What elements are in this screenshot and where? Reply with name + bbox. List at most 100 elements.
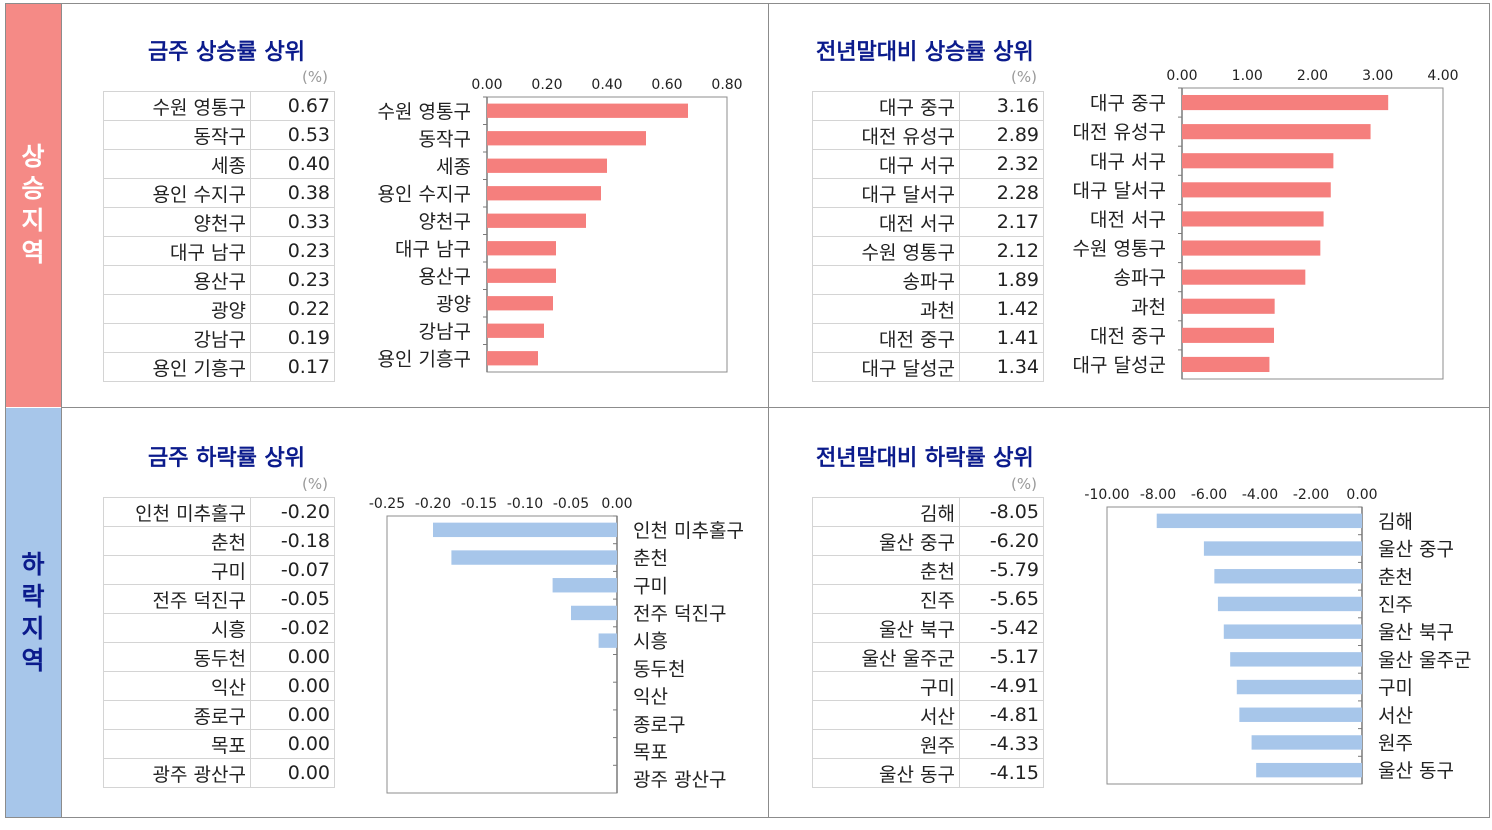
x-tick-label: -0.15	[461, 496, 497, 512]
table-row: 목포 0.00	[103, 729, 335, 759]
category-label: 용산구	[419, 266, 471, 288]
falling-region-label-text: 하락지역	[21, 550, 45, 675]
category-label: 수원 영통구	[378, 101, 471, 123]
horizontal-divider	[61, 407, 1490, 408]
category-label: 구미	[1378, 677, 1413, 699]
category-label: 대전 서구	[1090, 209, 1166, 231]
table-row: 강남구 0.19	[103, 323, 335, 353]
rate-value-cell: -5.65	[959, 584, 1044, 614]
table-row: 익산 0.00	[103, 671, 335, 701]
x-tick-label: 0.00	[1346, 487, 1377, 503]
x-tick-label: -4.00	[1242, 487, 1278, 503]
region-name-cell: 세종	[103, 149, 251, 179]
bar	[487, 158, 607, 173]
rate-value-cell: -5.79	[959, 555, 1044, 585]
bar	[1182, 240, 1321, 256]
rate-value-cell: -4.15	[959, 758, 1044, 788]
bar	[1156, 513, 1362, 529]
rate-value-cell: -5.42	[959, 613, 1044, 643]
x-tick-label: 0.40	[591, 77, 622, 93]
category-label: 진주	[1378, 594, 1413, 616]
region-name-cell: 울산 울주군	[812, 642, 960, 672]
category-label: 익산	[633, 686, 668, 708]
category-label: 울산 북구	[1378, 622, 1454, 644]
table-row: 대구 중구 3.16	[812, 91, 1044, 121]
category-label: 송파구	[1114, 267, 1166, 289]
bar	[1182, 269, 1306, 285]
category-label: 용인 수지구	[378, 183, 471, 205]
bar	[1236, 679, 1362, 695]
category-label: 대구 남구	[395, 238, 471, 260]
x-tick-label: -0.20	[415, 496, 451, 512]
x-tick-label: 2.00	[1297, 68, 1328, 84]
bar	[1223, 624, 1362, 639]
bar	[1182, 182, 1331, 198]
rate-value-cell: -0.05	[250, 584, 335, 614]
ytd-up-title: 전년말대비 상승률 상위	[816, 40, 1034, 65]
x-tick-label: -0.10	[507, 496, 543, 512]
x-tick-label: 3.00	[1362, 68, 1393, 84]
table-row: 세종 0.40	[103, 149, 335, 179]
category-label: 인천 미추홀구	[633, 520, 744, 542]
table-row: 광주 광산구 0.00	[103, 758, 335, 788]
category-label: 구미	[633, 575, 668, 597]
region-name-cell: 대구 달서구	[812, 178, 960, 208]
region-name-cell: 대구 중구	[812, 91, 960, 121]
bar	[1251, 735, 1362, 750]
x-tick-label: 0.60	[651, 77, 682, 93]
falling-region-side-label: 하락지역	[5, 408, 61, 818]
category-label: 대전 유성구	[1073, 122, 1166, 144]
category-label: 종로구	[633, 714, 685, 736]
category-label: 대구 달서구	[1073, 180, 1166, 202]
bar	[1182, 124, 1371, 140]
table-row: 원주 -4.33	[812, 729, 1044, 759]
table-row: 송파구 1.89	[812, 265, 1044, 295]
region-name-cell: 용인 수지구	[103, 178, 251, 208]
region-name-cell: 대전 유성구	[812, 120, 960, 150]
table-row: 김해 -8.05	[812, 497, 1044, 527]
region-name-cell: 광주 광산구	[103, 758, 251, 788]
category-label: 원주	[1378, 732, 1413, 754]
side-divider	[61, 3, 62, 818]
table-row: 서산 -4.81	[812, 700, 1044, 730]
category-label: 울산 중구	[1378, 539, 1454, 561]
category-label: 김해	[1378, 511, 1413, 533]
table-row: 울산 중구 -6.20	[812, 526, 1044, 556]
region-name-cell: 용산구	[103, 265, 251, 295]
category-label: 양천구	[419, 211, 471, 233]
rate-value-cell: 0.17	[250, 352, 335, 382]
bar	[598, 633, 617, 648]
bar	[487, 268, 556, 283]
x-tick-label: -6.00	[1191, 487, 1227, 503]
rate-value-cell: -0.02	[250, 613, 335, 643]
bar	[1182, 94, 1389, 111]
rate-value-cell: 0.23	[250, 236, 335, 266]
region-name-cell: 울산 중구	[812, 526, 960, 556]
bar	[1182, 298, 1275, 314]
category-label: 강남구	[419, 321, 471, 343]
rate-value-cell: 0.19	[250, 323, 335, 353]
rate-value-cell: 0.00	[250, 729, 335, 759]
weekly-down-unit: (%)	[302, 475, 328, 493]
table-row: 대전 유성구 2.89	[812, 120, 1044, 150]
bar	[1182, 327, 1275, 343]
category-label: 동작구	[419, 128, 471, 150]
x-tick-label: 0.80	[711, 77, 742, 93]
x-tick-label: -0.05	[553, 496, 589, 512]
bar	[487, 186, 601, 201]
x-tick-label: 0.00	[1166, 68, 1197, 84]
weekly-up-unit: (%)	[302, 68, 328, 86]
x-tick-label: -2.00	[1293, 487, 1329, 503]
rate-value-cell: -5.17	[959, 642, 1044, 672]
ytd-up-unit: (%)	[1011, 68, 1037, 86]
table-row: 대구 달서구 2.28	[812, 178, 1044, 208]
rate-value-cell: 0.00	[250, 671, 335, 701]
category-label: 광주 광산구	[633, 769, 726, 791]
rate-value-cell: -8.05	[959, 497, 1044, 527]
table-row: 대구 서구 2.32	[812, 149, 1044, 179]
rate-value-cell: 1.41	[959, 323, 1044, 353]
bar	[487, 296, 553, 311]
bar	[487, 241, 556, 256]
weekly-down-title: 금주 하락률 상위	[148, 446, 305, 471]
